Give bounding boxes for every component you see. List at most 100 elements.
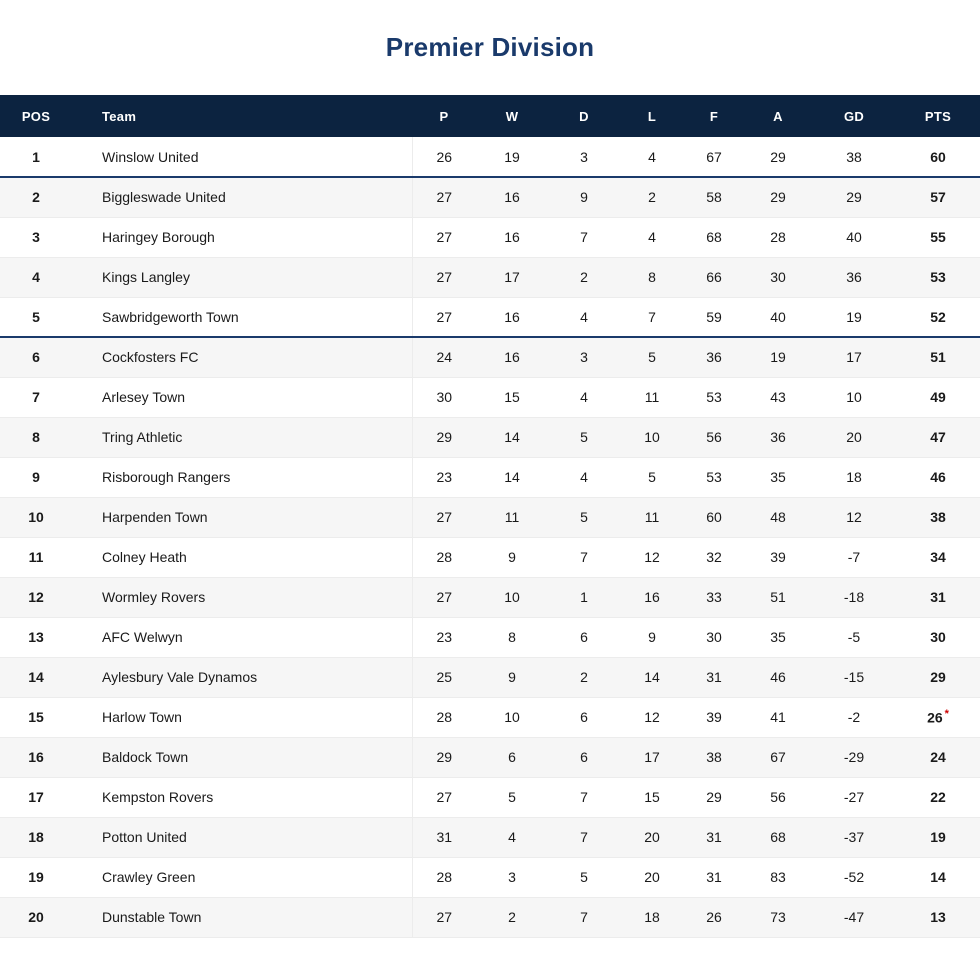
won-cell: 9 [476, 657, 548, 698]
team-name: Harpenden Town [72, 497, 413, 538]
goals-against-cell: 39 [744, 537, 812, 578]
played-cell: 27 [412, 297, 476, 338]
points-cell: 49 [896, 377, 980, 418]
won-cell: 10 [476, 577, 548, 618]
points-cell: 26 * [896, 697, 980, 738]
goals-against-cell: 68 [744, 817, 812, 858]
drawn-cell: 5 [548, 417, 620, 458]
goal-difference-cell: 10 [812, 377, 896, 418]
lost-cell: 7 [620, 297, 684, 338]
table-row: 9 Risborough Rangers 23 14 4 5 53 35 18 46 [0, 457, 980, 498]
team-name: Wormley Rovers [72, 577, 413, 618]
table-row: 6 Cockfosters FC 24 16 3 5 36 19 17 51 [0, 337, 980, 378]
goals-against-cell: 36 [744, 417, 812, 458]
goals-for-cell: 31 [684, 857, 744, 898]
goals-against-cell: 35 [744, 617, 812, 658]
drawn-cell: 9 [548, 177, 620, 218]
table-row: 7 Arlesey Town 30 15 4 11 53 43 10 49 [0, 377, 980, 418]
position-cell: 20 [0, 897, 72, 938]
table-row: 14 Aylesbury Vale Dynamos 25 9 2 14 31 46 -15 29 [0, 657, 980, 698]
won-cell: 3 [476, 857, 548, 898]
goals-against-cell: 56 [744, 777, 812, 818]
column-header-f: F [684, 95, 744, 137]
lost-cell: 5 [620, 337, 684, 378]
won-cell: 4 [476, 817, 548, 858]
goal-difference-cell: 29 [812, 177, 896, 218]
drawn-cell: 5 [548, 857, 620, 898]
played-cell: 28 [412, 537, 476, 578]
goals-against-cell: 43 [744, 377, 812, 418]
team-name: Potton United [72, 817, 413, 858]
team-name: Aylesbury Vale Dynamos [72, 657, 413, 698]
goals-against-cell: 19 [744, 337, 812, 378]
drawn-cell: 7 [548, 777, 620, 818]
team-name: Colney Heath [72, 537, 413, 578]
table-row: 16 Baldock Town 29 6 6 17 38 67 -29 24 [0, 737, 980, 778]
played-cell: 26 [412, 137, 476, 178]
drawn-cell: 6 [548, 617, 620, 658]
table-header-row: POS Team P W D L F A GD PTS [0, 95, 980, 137]
goal-difference-cell: -52 [812, 857, 896, 898]
won-cell: 14 [476, 457, 548, 498]
position-cell: 15 [0, 697, 72, 738]
points-cell: 19 [896, 817, 980, 858]
played-cell: 30 [412, 377, 476, 418]
position-cell: 8 [0, 417, 72, 458]
goals-for-cell: 67 [684, 137, 744, 178]
goals-for-cell: 31 [684, 817, 744, 858]
points-cell: 52 [896, 297, 980, 338]
played-cell: 29 [412, 737, 476, 778]
column-header-pos: POS [0, 95, 72, 137]
goal-difference-cell: 17 [812, 337, 896, 378]
lost-cell: 5 [620, 457, 684, 498]
position-cell: 14 [0, 657, 72, 698]
table-row: 20 Dunstable Town 27 2 7 18 26 73 -47 13 [0, 897, 980, 938]
points-cell: 13 [896, 897, 980, 938]
lost-cell: 4 [620, 217, 684, 258]
won-cell: 2 [476, 897, 548, 938]
table-body: 1 Winslow United 26 19 3 4 67 29 38 60 2 Biggleswad… [0, 137, 980, 938]
column-header-d: D [548, 95, 620, 137]
lost-cell: 14 [620, 657, 684, 698]
team-name: Crawley Green [72, 857, 413, 898]
column-header-team: Team [72, 95, 412, 137]
lost-cell: 11 [620, 497, 684, 538]
won-cell: 11 [476, 497, 548, 538]
played-cell: 28 [412, 857, 476, 898]
points-deduction-note: * [944, 708, 949, 721]
team-name: Dunstable Town [72, 897, 413, 938]
points-cell: 51 [896, 337, 980, 378]
team-name: Tring Athletic [72, 417, 413, 458]
column-header-p: P [412, 95, 476, 137]
position-cell: 17 [0, 777, 72, 818]
won-cell: 5 [476, 777, 548, 818]
team-name: Baldock Town [72, 737, 413, 778]
drawn-cell: 2 [548, 657, 620, 698]
drawn-cell: 4 [548, 457, 620, 498]
position-cell: 13 [0, 617, 72, 658]
drawn-cell: 7 [548, 897, 620, 938]
played-cell: 24 [412, 337, 476, 378]
goal-difference-cell: 40 [812, 217, 896, 258]
position-cell: 6 [0, 337, 72, 378]
column-header-w: W [476, 95, 548, 137]
team-name: Kings Langley [72, 257, 413, 298]
drawn-cell: 2 [548, 257, 620, 298]
goals-against-cell: 30 [744, 257, 812, 298]
goal-difference-cell: -2 [812, 697, 896, 738]
goals-for-cell: 38 [684, 737, 744, 778]
points-cell: 30 [896, 617, 980, 658]
team-name: Risborough Rangers [72, 457, 413, 498]
goals-for-cell: 26 [684, 897, 744, 938]
goal-difference-cell: -37 [812, 817, 896, 858]
team-name: Biggleswade United [72, 177, 413, 218]
goals-for-cell: 33 [684, 577, 744, 618]
drawn-cell: 3 [548, 137, 620, 178]
played-cell: 31 [412, 817, 476, 858]
position-cell: 4 [0, 257, 72, 298]
lost-cell: 20 [620, 857, 684, 898]
drawn-cell: 7 [548, 817, 620, 858]
played-cell: 28 [412, 697, 476, 738]
goals-for-cell: 29 [684, 777, 744, 818]
drawn-cell: 5 [548, 497, 620, 538]
